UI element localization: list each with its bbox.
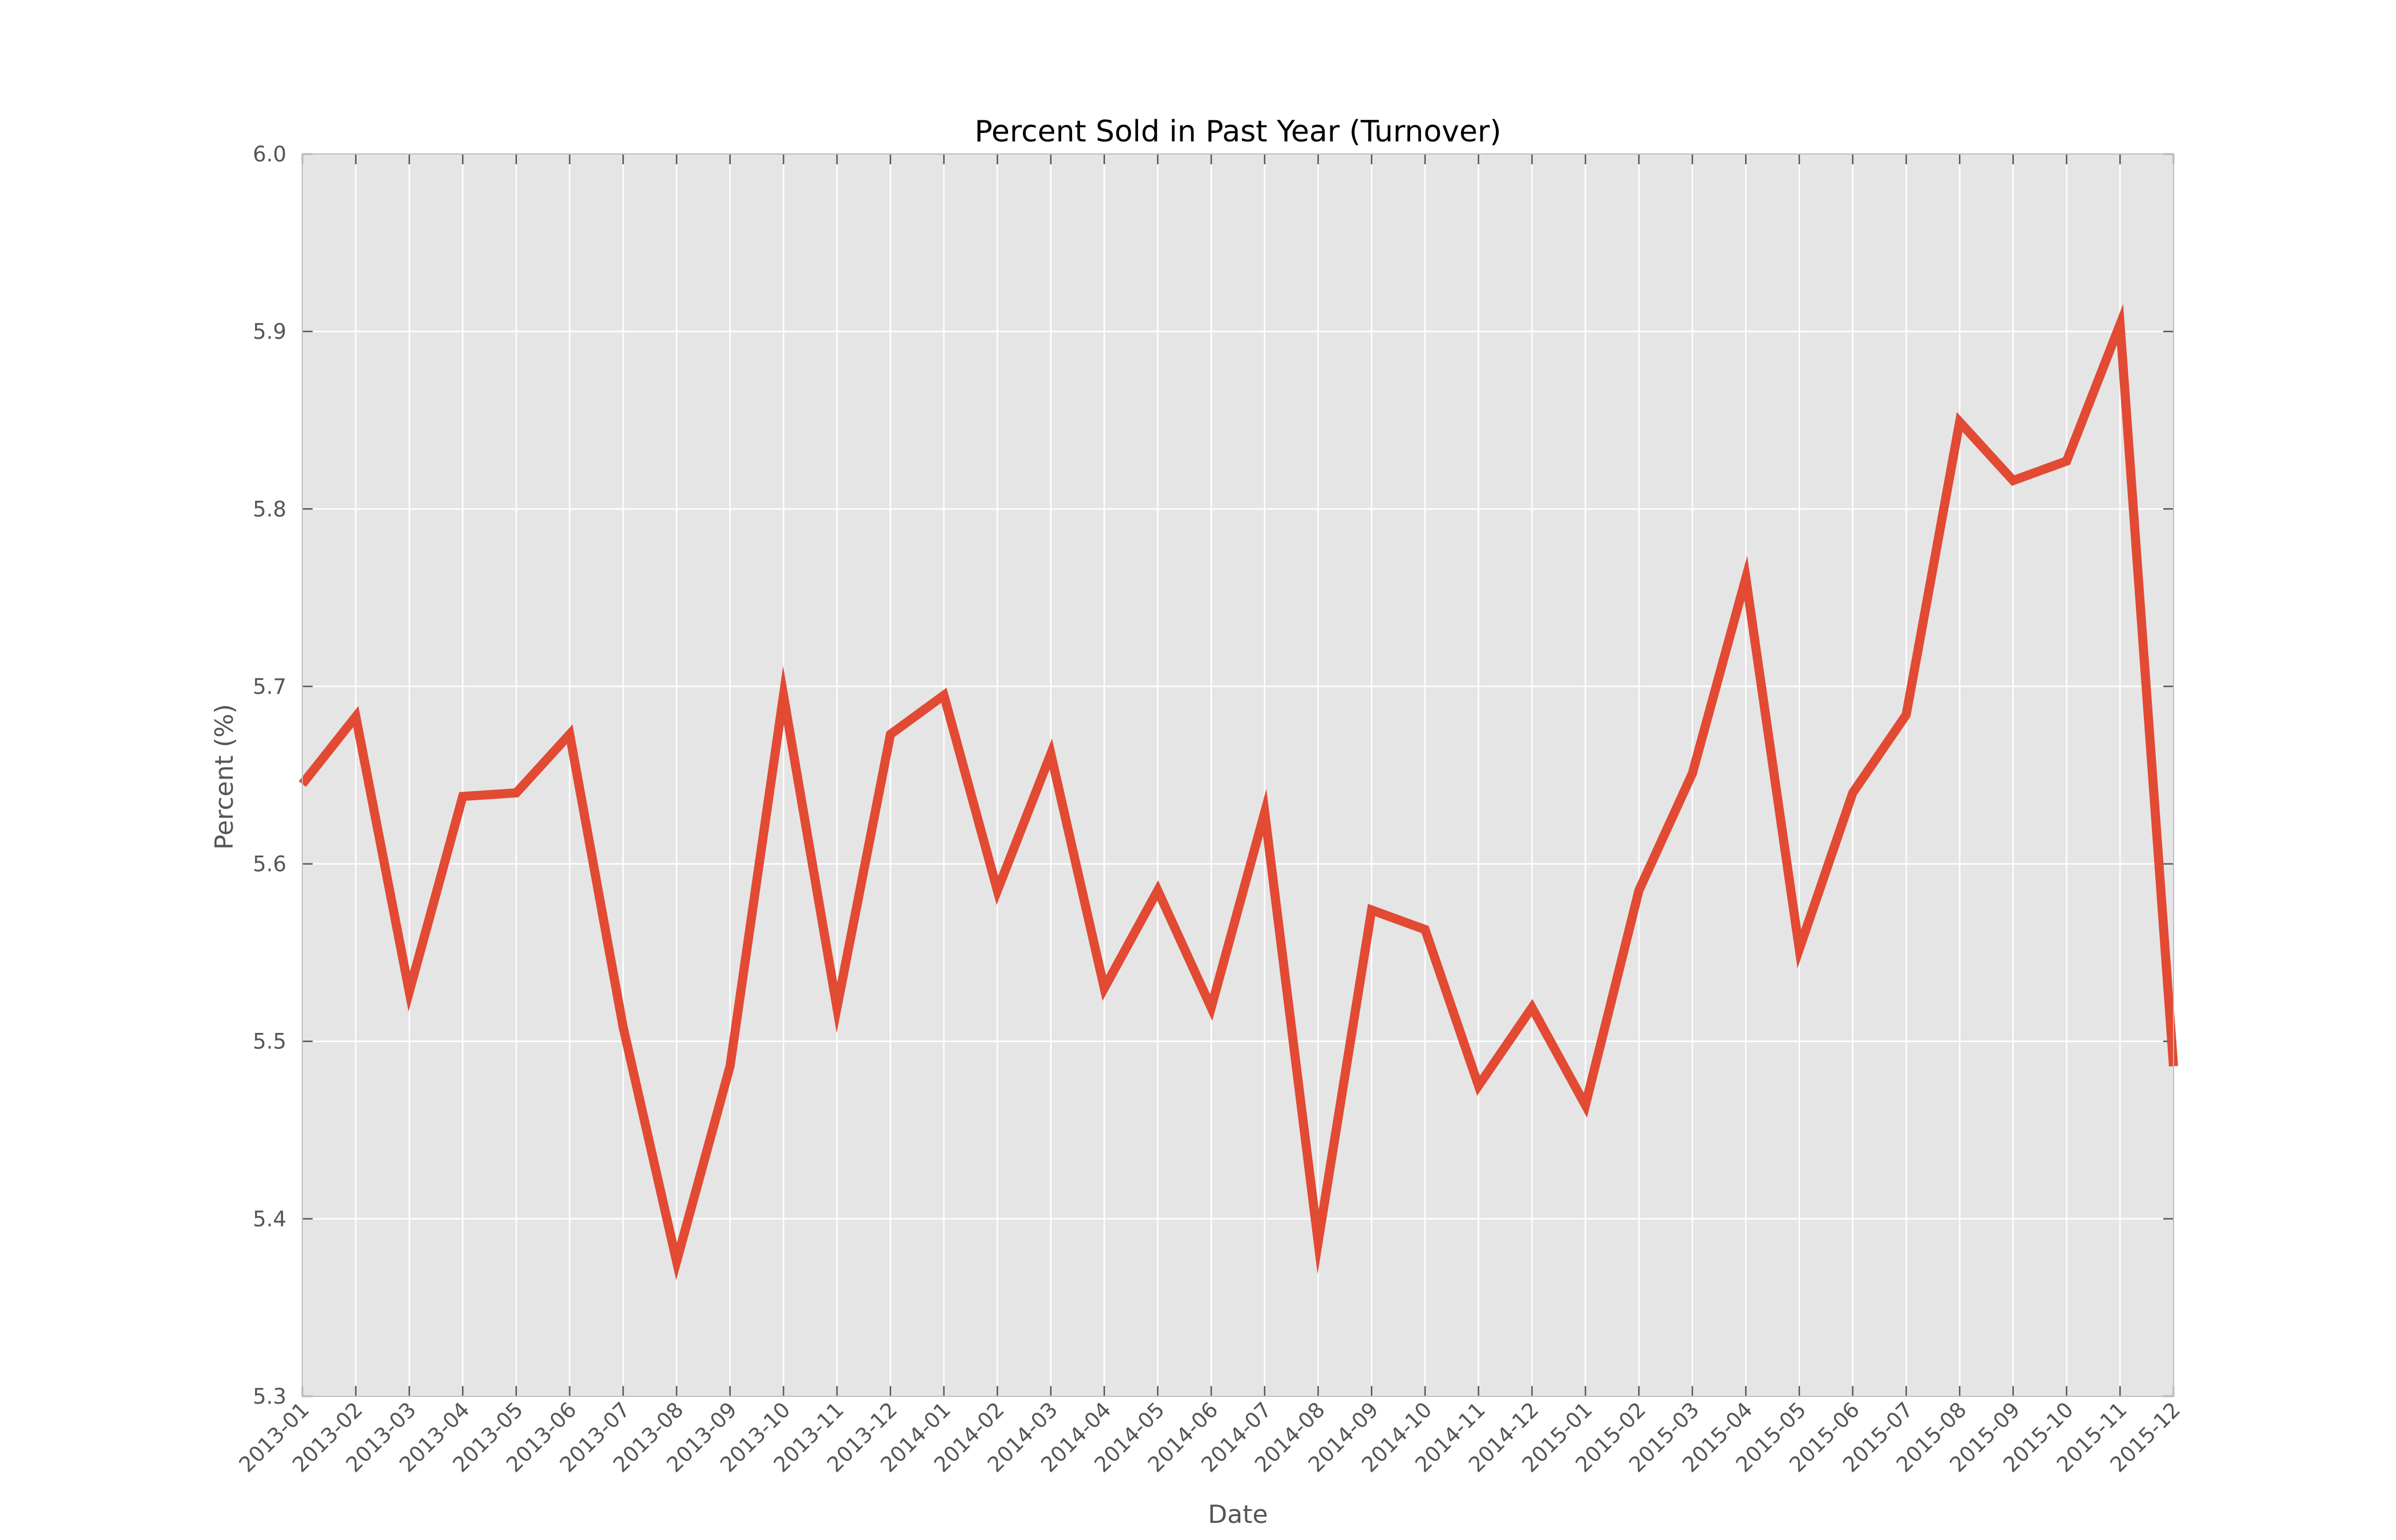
- series-group: [298, 303, 2178, 1280]
- chart-title: Percent Sold in Past Year (Turnover): [974, 115, 1501, 149]
- y-tick-label: 5.7: [253, 674, 286, 699]
- y-tick-labels: 5.3 5.4 5.5 5.6 5.7 5.8 5.9 6.0: [253, 142, 286, 1409]
- series-line: [298, 303, 2178, 1280]
- y-tick-label: 5.5: [253, 1030, 286, 1054]
- y-tick-label: 5.8: [253, 497, 286, 521]
- y-tick-label: 5.3: [253, 1384, 286, 1409]
- y-tick-label: 6.0: [253, 142, 286, 167]
- y-tick-label: 5.4: [253, 1207, 286, 1231]
- y-tick-label: 5.6: [253, 852, 286, 877]
- x-tick-labels: 2013-012013-022013-032013-042013-052013-…: [234, 1397, 2185, 1477]
- x-axis-label: Date: [1208, 1500, 1268, 1529]
- y-tick-label: 5.9: [253, 319, 286, 344]
- plot-frame: [302, 153, 2174, 1397]
- y-axis-label: Percent (%): [210, 704, 239, 850]
- grid-lines: [301, 153, 2175, 1397]
- plot-area: [302, 154, 2174, 1396]
